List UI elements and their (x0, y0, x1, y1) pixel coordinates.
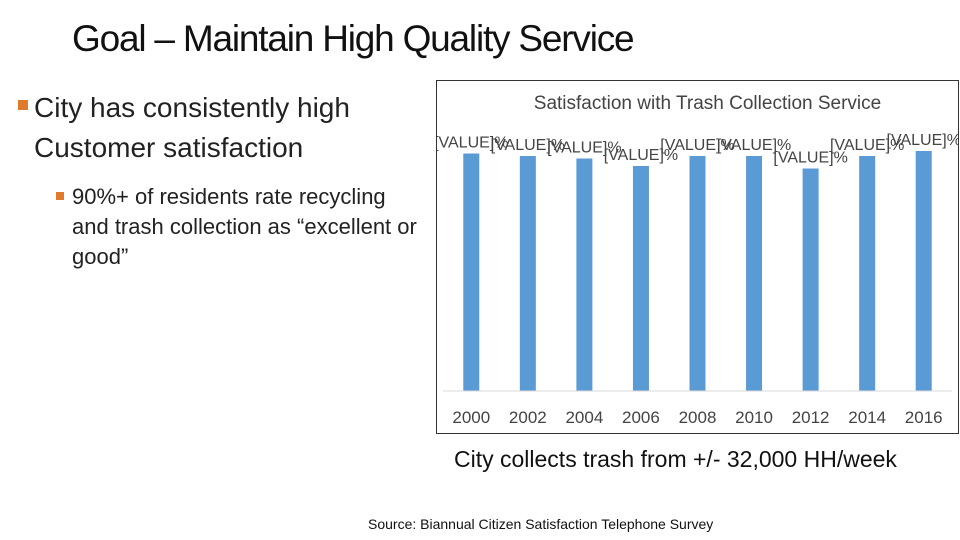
chart-caption: City collects trash from +/- 32,000 HH/w… (454, 446, 897, 472)
bar-chart: Satisfaction with Trash Collection Servi… (434, 93, 960, 427)
data-label-2000: [VALUE]% (437, 135, 508, 152)
data-label-2010: [VALUE]% (717, 137, 791, 154)
data-label-2002: [VALUE]% (491, 137, 565, 154)
bar-2000 (463, 153, 480, 391)
x-tick-label-2016: 2016 (905, 408, 943, 427)
x-tick-label-2008: 2008 (679, 408, 717, 427)
x-tick-label-2002: 2002 (509, 408, 547, 427)
bullet-item-main: City has consistently high Customer sati… (18, 88, 418, 168)
x-tick-label-2014: 2014 (848, 408, 886, 427)
x-tick-label-2004: 2004 (565, 408, 603, 427)
bullet-list: City has consistently high Customer sati… (18, 88, 418, 272)
x-tick-label-2012: 2012 (792, 408, 830, 427)
bar-2006 (632, 166, 649, 391)
x-tick-label-2006: 2006 (622, 408, 660, 427)
bullet-text-sub: 90%+ of residents rate recycling and tra… (72, 184, 417, 269)
data-label-2014: [VALUE]% (830, 137, 904, 154)
bar-2008 (689, 156, 706, 391)
data-label-2006: [VALUE]% (604, 147, 678, 164)
data-label-2004: [VALUE]% (547, 140, 621, 157)
slide-title: Goal – Maintain High Quality Service (72, 18, 635, 59)
data-label-2016: [VALUE]% (887, 132, 958, 149)
chart-frame: Satisfaction with Trash Collection Servi… (434, 80, 960, 434)
bar-2014 (859, 156, 876, 391)
bullet-text-main: City has consistently high Customer sati… (34, 92, 350, 163)
bar-2002 (519, 156, 536, 391)
bar-2004 (576, 158, 593, 391)
source-note: Source: Biannual Citizen Satisfaction Te… (368, 516, 714, 532)
bar-2010 (746, 156, 763, 391)
x-tick-label-2010: 2010 (735, 408, 773, 427)
bullet-marker-icon (56, 192, 64, 200)
data-label-2012: [VALUE]% (773, 150, 847, 167)
data-label-2008: [VALUE]% (660, 137, 734, 154)
bullet-marker-icon (18, 100, 28, 110)
bullet-item-sub: 90%+ of residents rate recycling and tra… (18, 182, 418, 272)
chart-title: Satisfaction with Trash Collection Servi… (534, 93, 881, 114)
x-tick-label-2000: 2000 (452, 408, 490, 427)
bar-2016 (915, 151, 932, 391)
bar-2012 (802, 168, 819, 391)
